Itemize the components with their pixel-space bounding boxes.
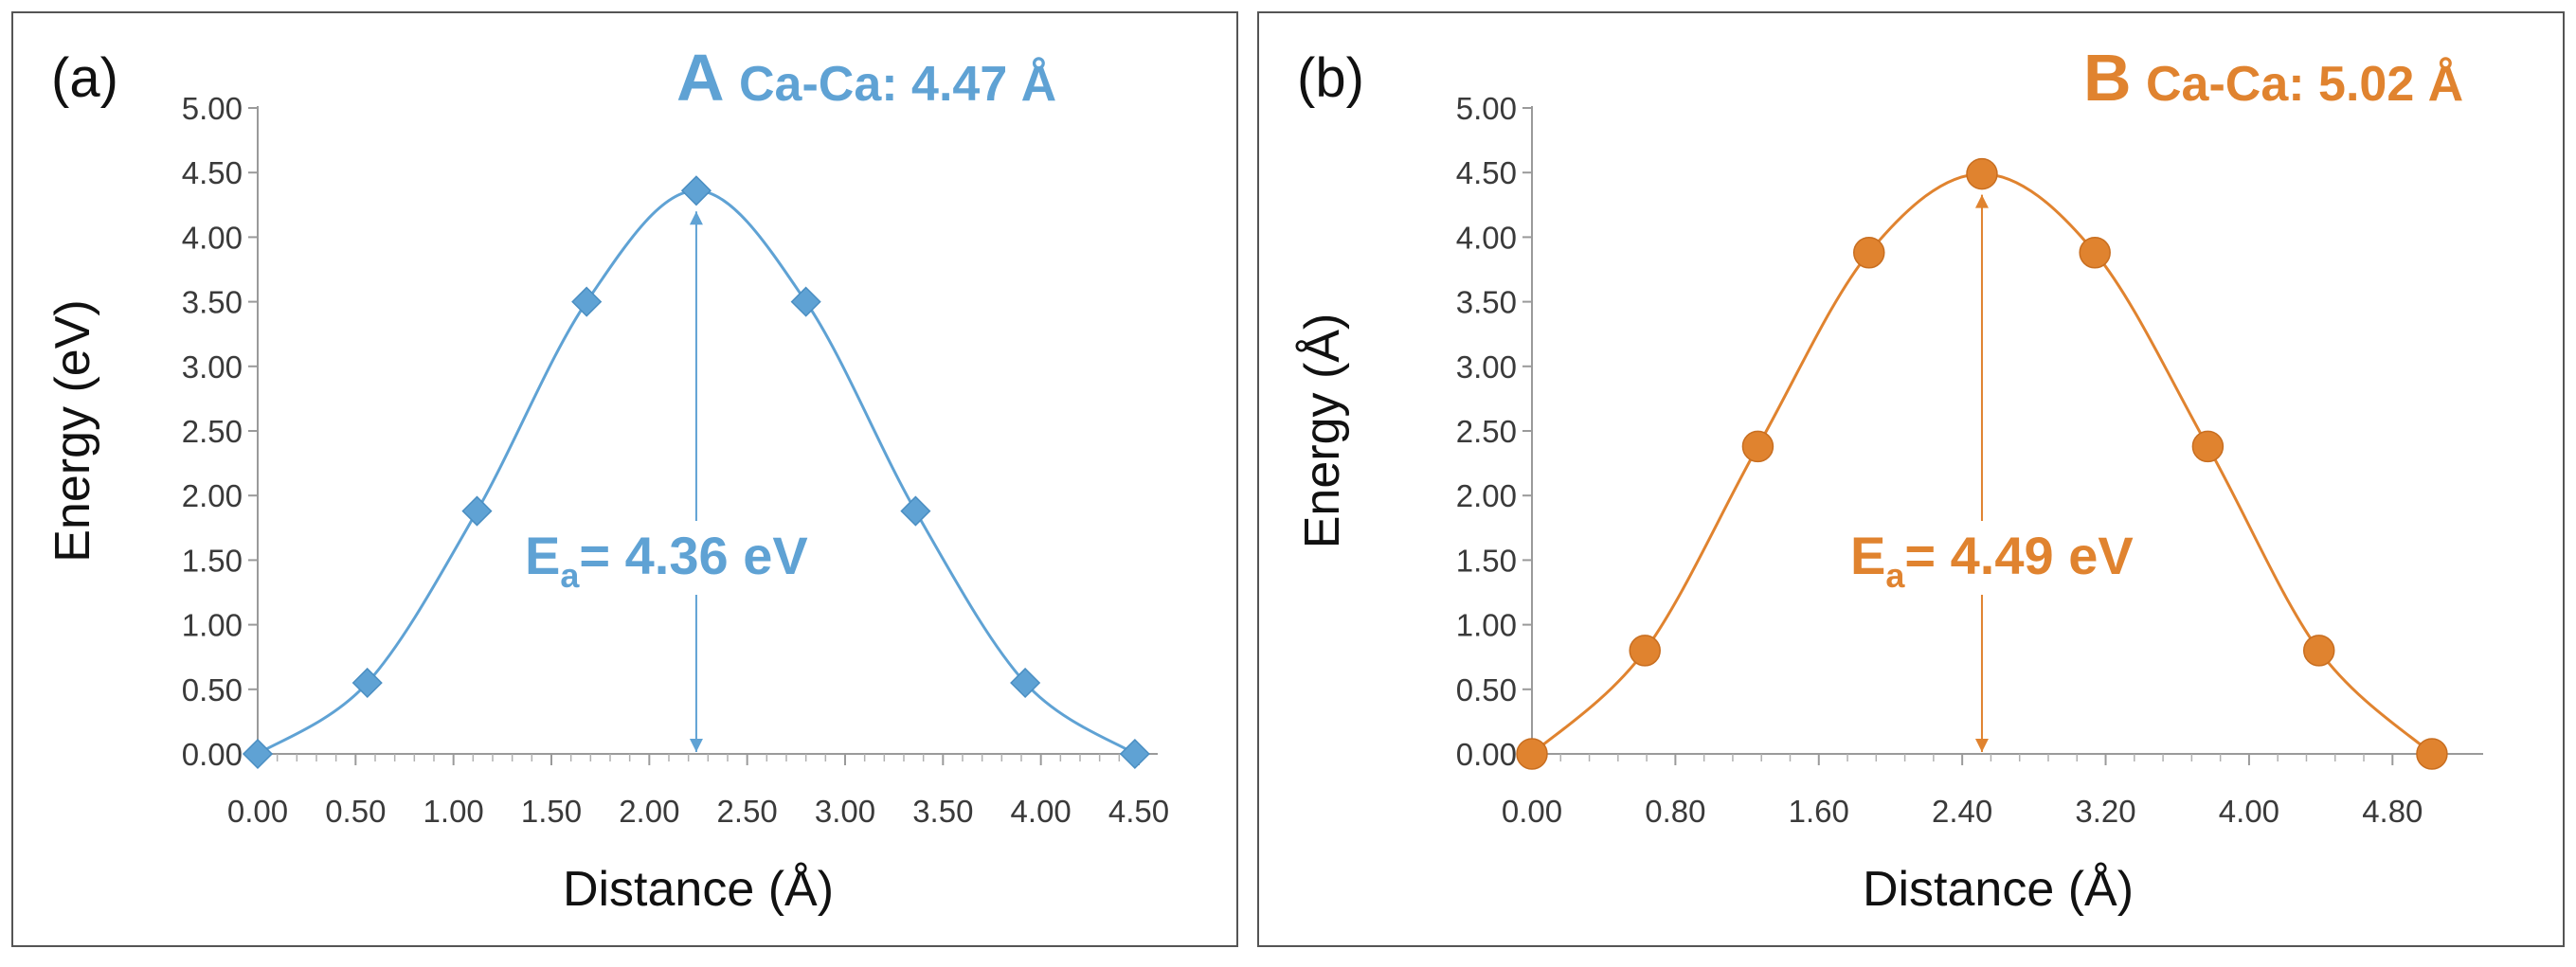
ea-arrowhead-down xyxy=(689,739,703,752)
data-point xyxy=(1119,738,1150,770)
chart-title: Ca-Ca: 5.02 Å xyxy=(2146,57,2463,112)
x-tick-label: 2.00 xyxy=(619,794,679,829)
data-point xyxy=(2302,635,2335,667)
chart-title-letter: A xyxy=(676,41,725,115)
chart-b-svg: (b) B Ca-Ca: 5.02 Å 0.00 0.50 1.00 1.50 2.00 2.5… xyxy=(1295,41,2483,917)
y-tick-label: 5.00 xyxy=(182,91,243,126)
y-axis-title: Energy (Å) xyxy=(1295,313,1350,549)
x-tick-label: 3.20 xyxy=(2075,794,2135,829)
x-axis-title: Distance (Å) xyxy=(563,862,834,917)
x-tick-label: 3.00 xyxy=(815,794,875,829)
chart-a-svg: (a) A Ca-Ca: 4.47 Å 0.00 0.50 1.00 1.50 2.00 2.5… xyxy=(45,41,1169,917)
y-tick-label: 4.50 xyxy=(182,155,243,190)
y-tick-label: 3.50 xyxy=(1456,285,1517,320)
data-point xyxy=(1010,667,1041,699)
data-point xyxy=(790,286,821,317)
data-point xyxy=(2191,430,2225,463)
data-point xyxy=(1741,430,1774,463)
data-point xyxy=(1853,237,1885,269)
x-tick-label: 0.80 xyxy=(1645,794,1705,829)
ea-annotation: Ea= 4.49 eV xyxy=(1850,526,2134,595)
y-tick-label: 0.50 xyxy=(182,672,243,707)
y-tick-label: 0.50 xyxy=(1456,672,1517,707)
ea-subscript: a xyxy=(1885,556,1905,595)
data-point xyxy=(1516,738,1548,770)
ea-prefix: E xyxy=(525,526,560,585)
data-point xyxy=(2079,237,2111,269)
panel-label: (b) xyxy=(1297,47,1364,109)
x-tick-label: 1.60 xyxy=(1789,794,1849,829)
x-tick-label: 3.50 xyxy=(912,794,973,829)
y-tick-label: 4.00 xyxy=(182,220,243,255)
ea-arrowhead-up xyxy=(1974,194,1989,208)
y-tick-label: 1.50 xyxy=(182,543,243,578)
x-tick-label: 0.50 xyxy=(325,794,386,829)
data-point xyxy=(571,286,603,317)
chart-title-letter: B xyxy=(2083,41,2132,115)
x-tick-label: 4.50 xyxy=(1108,794,1169,829)
data-point xyxy=(351,667,383,699)
y-tick-label: 5.00 xyxy=(1456,91,1517,126)
chart-panel-b: (b) B Ca-Ca: 5.02 Å 0.00 0.50 1.00 1.50 2.00 2.5… xyxy=(1257,11,2565,947)
y-tick-label: 3.00 xyxy=(1456,349,1517,385)
chart-panel-a: (a) A Ca-Ca: 4.47 Å 0.00 0.50 1.00 1.50 2.00 2.5… xyxy=(11,11,1238,947)
ea-subscript: a xyxy=(560,556,580,595)
data-point xyxy=(1966,157,1998,190)
data-point xyxy=(242,738,274,770)
data-point xyxy=(2416,738,2448,770)
y-tick-label: 1.50 xyxy=(1456,543,1517,578)
x-tick-label: 0.00 xyxy=(227,794,288,829)
ea-arrowhead-down xyxy=(1974,739,1989,752)
data-point xyxy=(461,495,493,527)
ea-annotation: Ea= 4.36 eV xyxy=(525,526,808,595)
x-tick-label: 1.50 xyxy=(521,794,582,829)
y-tick-label: 0.00 xyxy=(1456,737,1517,772)
y-tick-label: 4.00 xyxy=(1456,220,1517,255)
y-tick-label: 1.00 xyxy=(182,608,243,643)
ea-value: = 4.36 eV xyxy=(579,526,807,585)
y-tick-label: 2.00 xyxy=(1456,478,1517,513)
y-tick-label: 3.00 xyxy=(182,349,243,385)
y-tick-label: 2.50 xyxy=(1456,414,1517,449)
x-tick-label: 4.80 xyxy=(2362,794,2423,829)
x-tick-label: 4.00 xyxy=(2219,794,2279,829)
data-point xyxy=(1629,635,1661,667)
panel-label: (a) xyxy=(51,47,118,109)
y-tick-label: 1.00 xyxy=(1456,608,1517,643)
x-tick-label: 2.40 xyxy=(1932,794,1992,829)
x-tick-label: 2.50 xyxy=(717,794,778,829)
y-axis-title: Energy (eV) xyxy=(45,299,100,562)
ea-value: = 4.49 eV xyxy=(1904,526,2133,585)
x-tick-label: 0.00 xyxy=(1502,794,1562,829)
data-point xyxy=(900,495,931,527)
ea-prefix: E xyxy=(1850,526,1885,585)
y-tick-label: 3.50 xyxy=(182,285,243,320)
y-tick-label: 2.00 xyxy=(182,478,243,513)
x-tick-label: 1.00 xyxy=(423,794,484,829)
x-tick-label: 4.00 xyxy=(1011,794,1072,829)
y-tick-label: 0.00 xyxy=(182,737,243,772)
y-tick-label: 4.50 xyxy=(1456,155,1517,190)
ea-arrowhead-up xyxy=(689,211,703,225)
chart-title: Ca-Ca: 4.47 Å xyxy=(739,57,1056,112)
y-tick-label: 2.50 xyxy=(182,414,243,449)
data-point xyxy=(680,175,712,206)
x-axis-title: Distance (Å) xyxy=(1863,862,2134,917)
